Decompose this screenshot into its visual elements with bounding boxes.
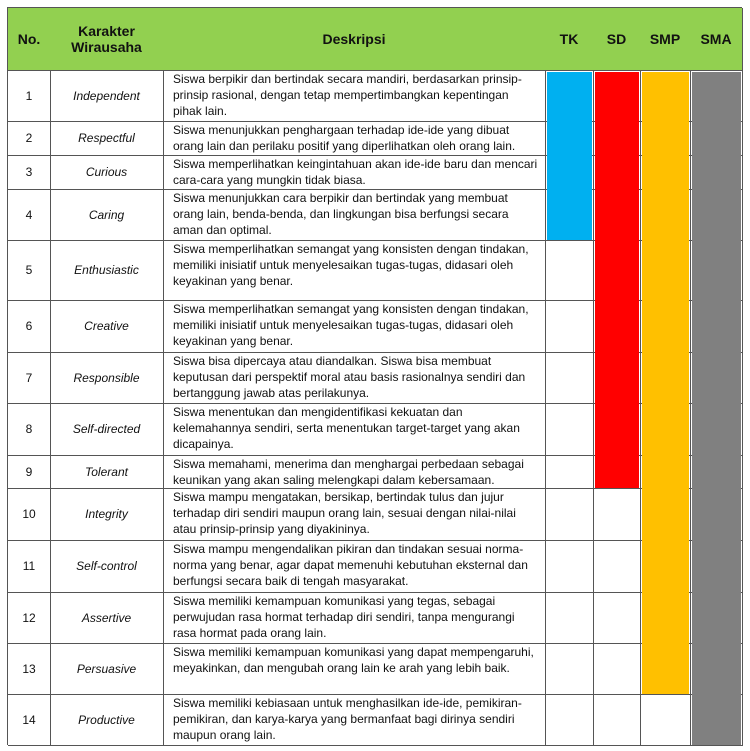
level-cell bbox=[690, 694, 743, 746]
sma-bar bbox=[692, 72, 741, 745]
row-number: 4 bbox=[8, 189, 51, 241]
character-name: Caring bbox=[50, 189, 164, 241]
character-name: Persuasive bbox=[50, 643, 164, 695]
description: Siswa memiliki kebiasaan untuk menghasil… bbox=[163, 694, 546, 746]
description: Siswa menunjukkan penghargaan terhadap i… bbox=[163, 121, 546, 156]
description: Siswa berpikir dan bertindak secara mand… bbox=[163, 70, 546, 122]
row-number: 3 bbox=[8, 155, 51, 190]
level-cell bbox=[593, 694, 641, 746]
row-number: 7 bbox=[8, 352, 51, 404]
level-cell bbox=[640, 694, 691, 746]
description: Siswa bisa dipercaya atau diandalkan. Si… bbox=[163, 352, 546, 404]
description: Siswa memperlihatkan semangat yang konsi… bbox=[163, 240, 546, 301]
header-tk: TK bbox=[545, 8, 594, 71]
description: Siswa memiliki kemampuan komunikasi yang… bbox=[163, 643, 546, 695]
header-karakter: Karakter Wirausaha bbox=[50, 8, 164, 71]
character-name: Enthusiastic bbox=[50, 240, 164, 301]
character-name: Responsible bbox=[50, 352, 164, 404]
character-name: Self-directed bbox=[50, 403, 164, 456]
character-name: Assertive bbox=[50, 592, 164, 644]
description: Siswa mampu mengatakan, bersikap, bertin… bbox=[163, 488, 546, 541]
row-number: 14 bbox=[8, 694, 51, 746]
row-number: 13 bbox=[8, 643, 51, 695]
description: Siswa memperlihatkan keingintahuan akan … bbox=[163, 155, 546, 190]
level-cell bbox=[545, 592, 594, 644]
header-sma: SMA bbox=[690, 8, 743, 71]
row-number: 2 bbox=[8, 121, 51, 156]
level-cell bbox=[640, 643, 691, 695]
level-cell bbox=[593, 592, 641, 644]
row-number: 10 bbox=[8, 488, 51, 541]
level-cell bbox=[545, 240, 594, 301]
level-cell bbox=[593, 455, 641, 489]
character-name: Integrity bbox=[50, 488, 164, 541]
row-number: 9 bbox=[8, 455, 51, 489]
character-name: Curious bbox=[50, 155, 164, 190]
header-sd: SD bbox=[593, 8, 641, 71]
tk-bar bbox=[547, 72, 592, 240]
description: Siswa menentukan dan mengidentifikasi ke… bbox=[163, 403, 546, 456]
description: Siswa memperlihatkan semangat yang konsi… bbox=[163, 300, 546, 353]
row-number: 1 bbox=[8, 70, 51, 122]
header-smp: SMP bbox=[640, 8, 691, 71]
level-cell bbox=[593, 643, 641, 695]
level-cell bbox=[545, 643, 594, 695]
level-cell bbox=[545, 300, 594, 353]
level-cell bbox=[545, 189, 594, 241]
description: Siswa mampu mengendalikan pikiran dan ti… bbox=[163, 540, 546, 593]
level-cell bbox=[545, 488, 594, 541]
level-cell bbox=[545, 403, 594, 456]
row-number: 11 bbox=[8, 540, 51, 593]
level-cell bbox=[545, 694, 594, 746]
header-deskripsi: Deskripsi bbox=[163, 8, 546, 71]
row-number: 12 bbox=[8, 592, 51, 644]
level-cell bbox=[593, 488, 641, 541]
row-number: 8 bbox=[8, 403, 51, 456]
character-name: Independent bbox=[50, 70, 164, 122]
row-number: 5 bbox=[8, 240, 51, 301]
level-cell bbox=[545, 540, 594, 593]
description: Siswa memiliki kemampuan komunikasi yang… bbox=[163, 592, 546, 644]
header-no: No. bbox=[8, 8, 51, 71]
smp-bar bbox=[642, 72, 689, 694]
character-name: Creative bbox=[50, 300, 164, 353]
description: Siswa menunjukkan cara berpikir dan bert… bbox=[163, 189, 546, 241]
row-number: 6 bbox=[8, 300, 51, 353]
character-name: Self-control bbox=[50, 540, 164, 593]
level-cell bbox=[593, 540, 641, 593]
character-name: Tolerant bbox=[50, 455, 164, 489]
character-name: Productive bbox=[50, 694, 164, 746]
level-cell bbox=[545, 455, 594, 489]
sd-bar bbox=[595, 72, 639, 488]
character-name: Respectful bbox=[50, 121, 164, 156]
level-cell bbox=[545, 352, 594, 404]
description: Siswa memahami, menerima dan menghargai … bbox=[163, 455, 546, 489]
